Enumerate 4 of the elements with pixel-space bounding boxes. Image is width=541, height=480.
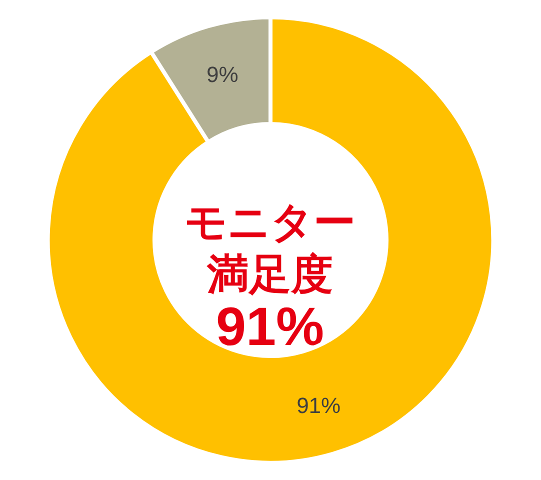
- text: 91%: [216, 297, 324, 357]
- data-label: 91%: [296, 393, 341, 418]
- data-label: 9%: [206, 62, 238, 87]
- text: モニター満足度: [184, 198, 356, 298]
